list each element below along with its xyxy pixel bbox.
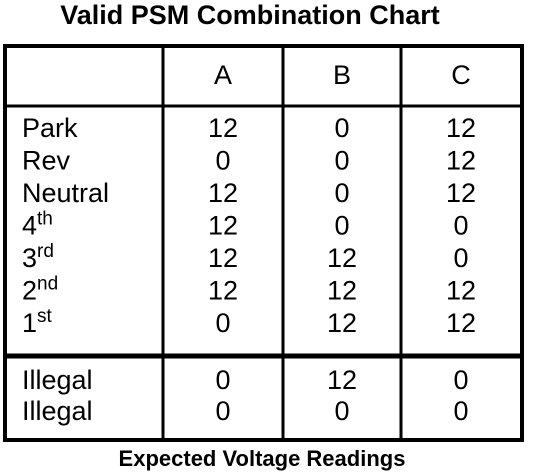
row-label-text: Park (22, 113, 78, 143)
cell-value: 0 (453, 211, 468, 241)
cell-value: 0 (453, 396, 468, 426)
cell-value: 12 (208, 276, 238, 306)
row-label: Neutral (22, 178, 109, 208)
row-label-text: Neutral (22, 178, 109, 208)
row-label-text: Illegal (22, 396, 93, 426)
row-label-text: Rev (22, 146, 71, 176)
cell-value: 0 (334, 396, 349, 426)
row-label: 4th (22, 209, 53, 241)
row-label-text: 1 (22, 308, 37, 338)
cell-value: 0 (215, 396, 230, 426)
row-label-sup: rd (37, 241, 54, 262)
cell-value: 0 (215, 308, 230, 338)
cell-value: 12 (446, 308, 476, 338)
row-label: Illegal (22, 396, 93, 426)
cell-value: 12 (208, 211, 238, 241)
row-label: 3rd (22, 241, 54, 273)
row-label-sup: th (37, 209, 53, 230)
cell-value: 12 (327, 308, 357, 338)
row-label-text: 4 (22, 211, 37, 241)
cell-value: 0 (334, 113, 349, 143)
footer: Expected Voltage Readings (119, 446, 406, 471)
table-grid (3, 44, 524, 442)
row-label-text: Illegal (22, 365, 93, 395)
row-label: Rev (22, 146, 71, 176)
table-border (3, 44, 524, 442)
cell-value: 12 (446, 178, 476, 208)
row-label: 2nd (22, 274, 58, 306)
cell-value: 12 (446, 276, 476, 306)
row-label-sup: st (37, 306, 53, 327)
row-label-text: 2 (22, 276, 37, 306)
cell-value: 12 (208, 178, 238, 208)
cell-value: 0 (334, 178, 349, 208)
row-label: Illegal (22, 365, 93, 395)
cell-value: 12 (327, 365, 357, 395)
title: Valid PSM Combination Chart (60, 0, 440, 30)
cell-value: 0 (453, 365, 468, 395)
cell-value: 0 (453, 243, 468, 273)
cell-value: 12 (327, 276, 357, 306)
cell-value: 0 (215, 365, 230, 395)
cell-value: 0 (334, 211, 349, 241)
column-header: A (214, 60, 232, 90)
row-label: 1st (22, 306, 53, 338)
cell-value: 12 (446, 146, 476, 176)
column-header: B (333, 60, 351, 90)
cell-value: 0 (334, 146, 349, 176)
row-label-sup: nd (37, 274, 58, 295)
cell-value: 0 (215, 146, 230, 176)
cell-value: 12 (327, 243, 357, 273)
cell-value: 12 (208, 113, 238, 143)
column-header: C (451, 60, 471, 90)
cell-value: 12 (208, 243, 238, 273)
row-label: Park (22, 113, 78, 143)
row-label-text: 3 (22, 243, 37, 273)
cell-value: 12 (446, 113, 476, 143)
